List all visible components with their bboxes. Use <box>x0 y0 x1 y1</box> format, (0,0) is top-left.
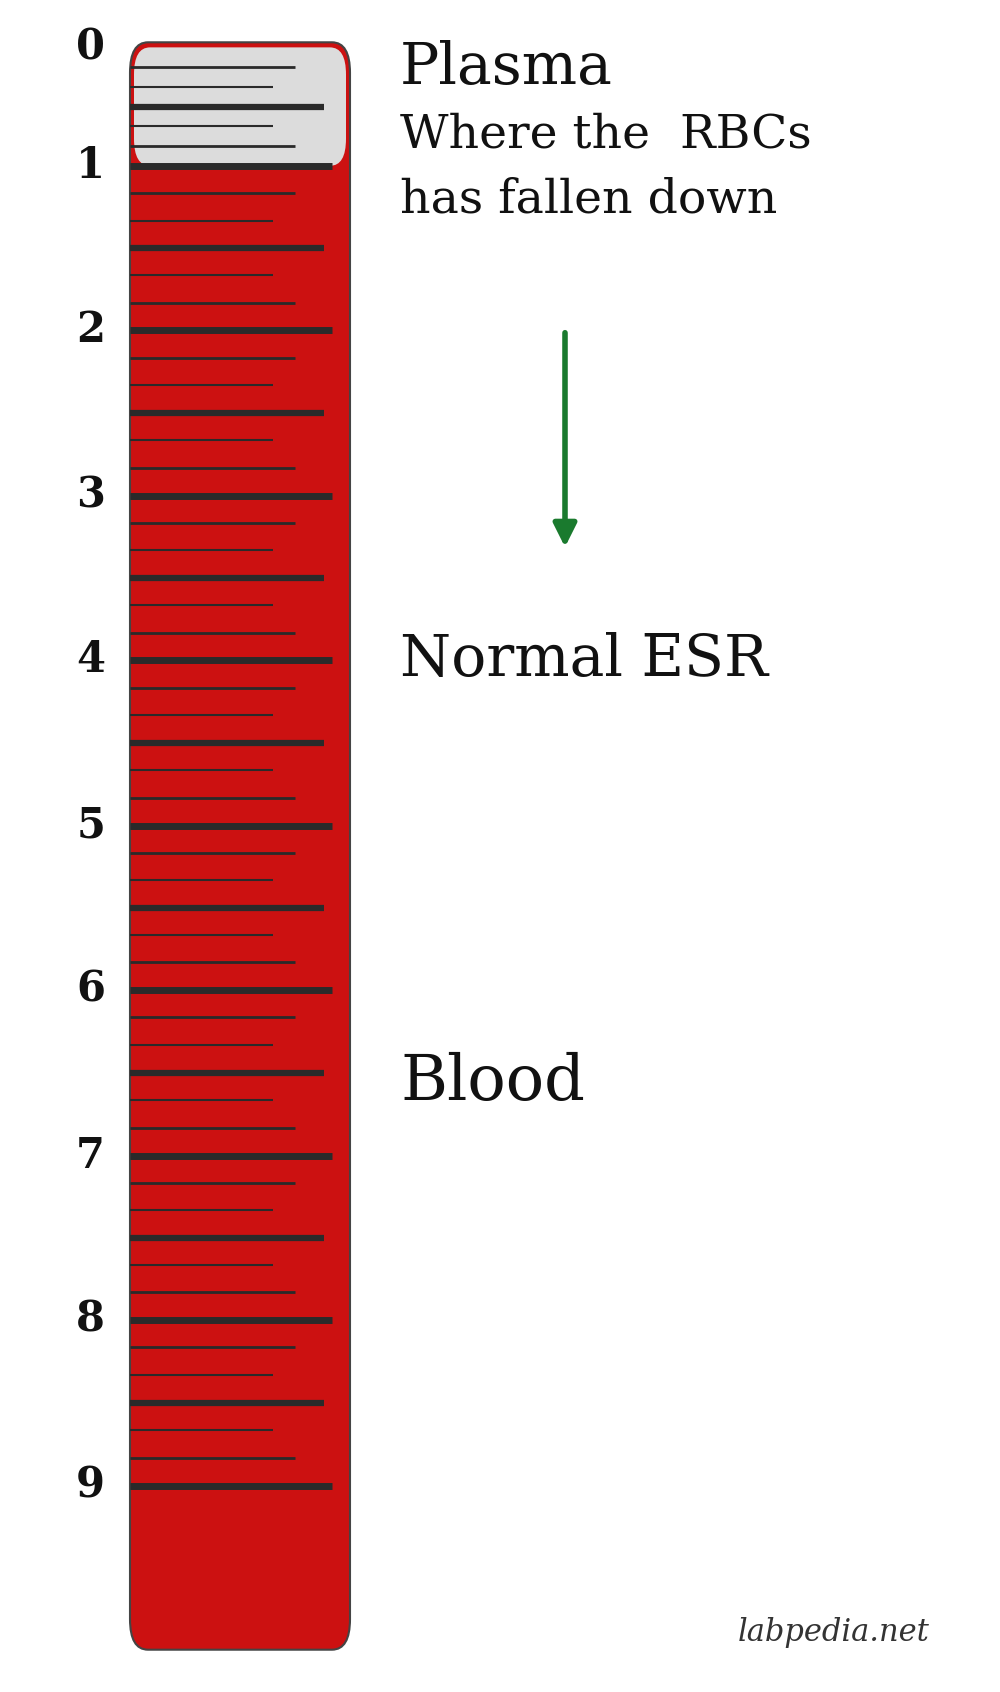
Text: 5: 5 <box>76 805 105 846</box>
Text: Where the  RBCs: Where the RBCs <box>400 113 812 157</box>
Text: 8: 8 <box>76 1299 105 1340</box>
Text: 4: 4 <box>76 640 105 680</box>
Text: 1: 1 <box>76 146 105 186</box>
Text: Plasma: Plasma <box>400 39 613 96</box>
FancyBboxPatch shape <box>134 47 346 166</box>
Text: Normal ESR: Normal ESR <box>400 631 768 689</box>
Text: labpedia.net: labpedia.net <box>738 1618 930 1648</box>
FancyBboxPatch shape <box>130 42 350 1650</box>
Text: 2: 2 <box>76 310 105 350</box>
Text: 0: 0 <box>76 27 105 68</box>
Text: has fallen down: has fallen down <box>400 178 777 222</box>
Text: 9: 9 <box>76 1465 105 1506</box>
Text: 3: 3 <box>76 475 105 516</box>
Text: 7: 7 <box>76 1135 105 1176</box>
Text: Blood: Blood <box>400 1052 585 1113</box>
Text: 6: 6 <box>76 970 105 1010</box>
